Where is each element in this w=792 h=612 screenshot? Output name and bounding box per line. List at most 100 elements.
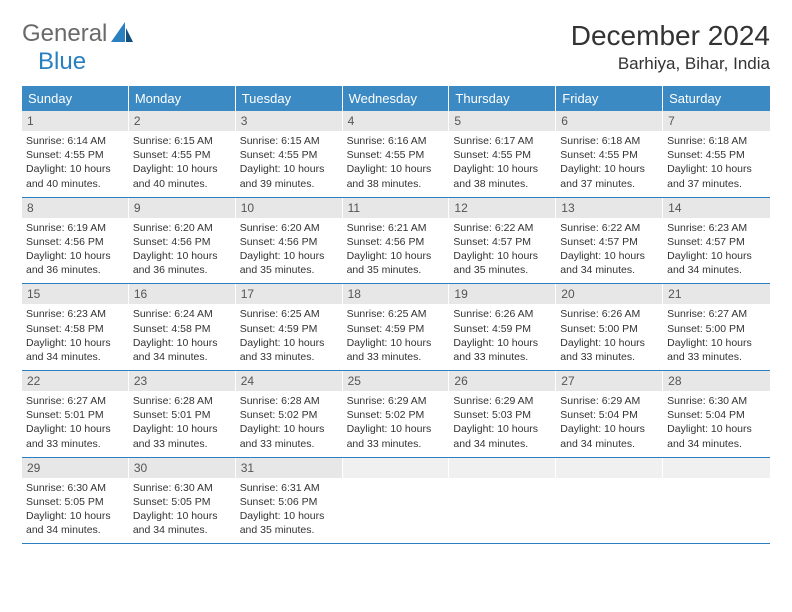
- week-row: 15Sunrise: 6:23 AMSunset: 4:58 PMDayligh…: [22, 284, 770, 371]
- daylight-text: Daylight: 10 hours and 34 minutes.: [667, 422, 766, 450]
- sunrise-text: Sunrise: 6:20 AM: [240, 221, 338, 235]
- day-number: 31: [236, 458, 342, 478]
- sunset-text: Sunset: 4:56 PM: [347, 235, 445, 249]
- day-info: Sunrise: 6:19 AMSunset: 4:56 PMDaylight:…: [22, 218, 128, 284]
- sunset-text: Sunset: 4:55 PM: [133, 148, 231, 162]
- day-info: Sunrise: 6:17 AMSunset: 4:55 PMDaylight:…: [449, 131, 555, 197]
- day-number: 10: [236, 198, 342, 218]
- day-info: Sunrise: 6:28 AMSunset: 5:02 PMDaylight:…: [236, 391, 342, 457]
- calendar-body: 1Sunrise: 6:14 AMSunset: 4:55 PMDaylight…: [22, 111, 770, 544]
- daylight-text: Daylight: 10 hours and 34 minutes.: [560, 422, 658, 450]
- day-cell: 4Sunrise: 6:16 AMSunset: 4:55 PMDaylight…: [343, 111, 450, 197]
- day-number: 16: [129, 284, 235, 304]
- day-cell: 30Sunrise: 6:30 AMSunset: 5:05 PMDayligh…: [129, 458, 236, 544]
- sunset-text: Sunset: 5:00 PM: [667, 322, 766, 336]
- day-cell: 6Sunrise: 6:18 AMSunset: 4:55 PMDaylight…: [556, 111, 663, 197]
- day-number: 18: [343, 284, 449, 304]
- day-cell: 13Sunrise: 6:22 AMSunset: 4:57 PMDayligh…: [556, 198, 663, 284]
- day-header-thu: Thursday: [449, 86, 556, 111]
- sunset-text: Sunset: 5:01 PM: [26, 408, 124, 422]
- day-cell: 7Sunrise: 6:18 AMSunset: 4:55 PMDaylight…: [663, 111, 770, 197]
- day-cell: 3Sunrise: 6:15 AMSunset: 4:55 PMDaylight…: [236, 111, 343, 197]
- sunset-text: Sunset: 4:56 PM: [26, 235, 124, 249]
- day-number: 13: [556, 198, 662, 218]
- day-info: Sunrise: 6:25 AMSunset: 4:59 PMDaylight:…: [236, 304, 342, 370]
- day-cell: 17Sunrise: 6:25 AMSunset: 4:59 PMDayligh…: [236, 284, 343, 370]
- day-number: 8: [22, 198, 128, 218]
- day-number: 26: [449, 371, 555, 391]
- sunset-text: Sunset: 4:58 PM: [133, 322, 231, 336]
- day-number: 23: [129, 371, 235, 391]
- day-cell: 21Sunrise: 6:27 AMSunset: 5:00 PMDayligh…: [663, 284, 770, 370]
- day-number: 5: [449, 111, 555, 131]
- sunrise-text: Sunrise: 6:14 AM: [26, 134, 124, 148]
- daylight-text: Daylight: 10 hours and 37 minutes.: [560, 162, 658, 190]
- day-number: 1: [22, 111, 128, 131]
- day-cell: 20Sunrise: 6:26 AMSunset: 5:00 PMDayligh…: [556, 284, 663, 370]
- day-number: 24: [236, 371, 342, 391]
- sunset-text: Sunset: 4:58 PM: [26, 322, 124, 336]
- daylight-text: Daylight: 10 hours and 34 minutes.: [133, 336, 231, 364]
- day-info: Sunrise: 6:30 AMSunset: 5:05 PMDaylight:…: [22, 478, 128, 544]
- day-number: 3: [236, 111, 342, 131]
- sunset-text: Sunset: 5:01 PM: [133, 408, 231, 422]
- calendar: Sunday Monday Tuesday Wednesday Thursday…: [22, 86, 770, 544]
- day-cell: 12Sunrise: 6:22 AMSunset: 4:57 PMDayligh…: [449, 198, 556, 284]
- day-info: Sunrise: 6:30 AMSunset: 5:04 PMDaylight:…: [663, 391, 770, 457]
- sunset-text: Sunset: 5:04 PM: [667, 408, 766, 422]
- day-number: 11: [343, 198, 449, 218]
- sunset-text: Sunset: 4:59 PM: [347, 322, 445, 336]
- day-info: Sunrise: 6:31 AMSunset: 5:06 PMDaylight:…: [236, 478, 342, 544]
- day-number: 25: [343, 371, 449, 391]
- day-header-tue: Tuesday: [236, 86, 343, 111]
- day-cell: 15Sunrise: 6:23 AMSunset: 4:58 PMDayligh…: [22, 284, 129, 370]
- daylight-text: Daylight: 10 hours and 35 minutes.: [240, 509, 338, 537]
- day-info: Sunrise: 6:30 AMSunset: 5:05 PMDaylight:…: [129, 478, 235, 544]
- daylight-text: Daylight: 10 hours and 34 minutes.: [453, 422, 551, 450]
- sunrise-text: Sunrise: 6:27 AM: [667, 307, 766, 321]
- sunset-text: Sunset: 4:55 PM: [560, 148, 658, 162]
- day-info: Sunrise: 6:21 AMSunset: 4:56 PMDaylight:…: [343, 218, 449, 284]
- day-cell: 8Sunrise: 6:19 AMSunset: 4:56 PMDaylight…: [22, 198, 129, 284]
- sunrise-text: Sunrise: 6:30 AM: [667, 394, 766, 408]
- sunrise-text: Sunrise: 6:15 AM: [240, 134, 338, 148]
- day-cell: 18Sunrise: 6:25 AMSunset: 4:59 PMDayligh…: [343, 284, 450, 370]
- day-info: Sunrise: 6:27 AMSunset: 5:00 PMDaylight:…: [663, 304, 770, 370]
- sunrise-text: Sunrise: 6:25 AM: [240, 307, 338, 321]
- sunset-text: Sunset: 4:55 PM: [347, 148, 445, 162]
- day-cell: 22Sunrise: 6:27 AMSunset: 5:01 PMDayligh…: [22, 371, 129, 457]
- sunset-text: Sunset: 5:02 PM: [240, 408, 338, 422]
- day-number: 27: [556, 371, 662, 391]
- day-cell: 11Sunrise: 6:21 AMSunset: 4:56 PMDayligh…: [343, 198, 450, 284]
- page-title: December 2024: [571, 20, 770, 52]
- daylight-text: Daylight: 10 hours and 34 minutes.: [26, 509, 124, 537]
- sunrise-text: Sunrise: 6:28 AM: [133, 394, 231, 408]
- daylight-text: Daylight: 10 hours and 40 minutes.: [133, 162, 231, 190]
- week-row: 8Sunrise: 6:19 AMSunset: 4:56 PMDaylight…: [22, 198, 770, 285]
- day-cell: 1Sunrise: 6:14 AMSunset: 4:55 PMDaylight…: [22, 111, 129, 197]
- sunset-text: Sunset: 5:06 PM: [240, 495, 338, 509]
- sunset-text: Sunset: 4:55 PM: [453, 148, 551, 162]
- location-text: Barhiya, Bihar, India: [571, 54, 770, 74]
- day-info: Sunrise: 6:18 AMSunset: 4:55 PMDaylight:…: [556, 131, 662, 197]
- day-number: 29: [22, 458, 128, 478]
- day-number: 9: [129, 198, 235, 218]
- day-cell: [449, 458, 556, 544]
- day-cell: 2Sunrise: 6:15 AMSunset: 4:55 PMDaylight…: [129, 111, 236, 197]
- day-info: Sunrise: 6:29 AMSunset: 5:04 PMDaylight:…: [556, 391, 662, 457]
- day-info: Sunrise: 6:18 AMSunset: 4:55 PMDaylight:…: [663, 131, 770, 197]
- sunrise-text: Sunrise: 6:31 AM: [240, 481, 338, 495]
- day-info: Sunrise: 6:29 AMSunset: 5:03 PMDaylight:…: [449, 391, 555, 457]
- day-cell: [556, 458, 663, 544]
- sunset-text: Sunset: 4:55 PM: [667, 148, 766, 162]
- daylight-text: Daylight: 10 hours and 33 minutes.: [667, 336, 766, 364]
- day-cell: 25Sunrise: 6:29 AMSunset: 5:02 PMDayligh…: [343, 371, 450, 457]
- day-number: 2: [129, 111, 235, 131]
- day-number: [449, 458, 555, 478]
- sunrise-text: Sunrise: 6:27 AM: [26, 394, 124, 408]
- daylight-text: Daylight: 10 hours and 40 minutes.: [26, 162, 124, 190]
- sunrise-text: Sunrise: 6:22 AM: [560, 221, 658, 235]
- day-cell: 26Sunrise: 6:29 AMSunset: 5:03 PMDayligh…: [449, 371, 556, 457]
- sunrise-text: Sunrise: 6:17 AM: [453, 134, 551, 148]
- day-cell: [343, 458, 450, 544]
